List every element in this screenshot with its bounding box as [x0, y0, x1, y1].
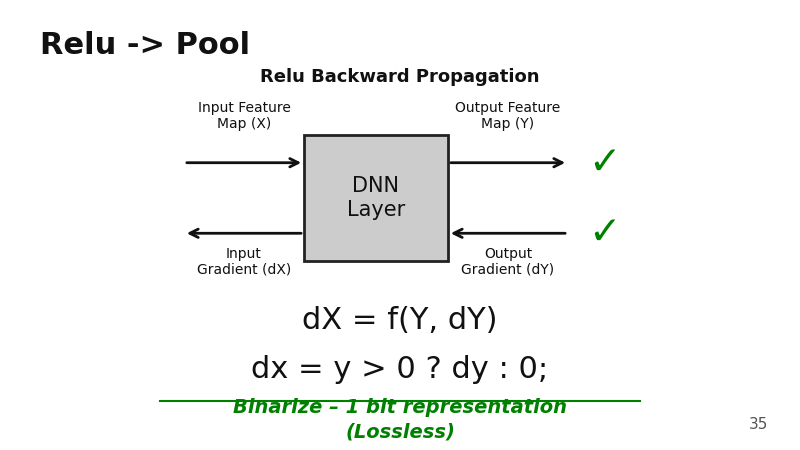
Text: Output
Gradient (dY): Output Gradient (dY) [462, 247, 554, 277]
Text: Input
Gradient (dX): Input Gradient (dX) [197, 247, 291, 277]
Text: dx = y > 0 ? dy : 0;: dx = y > 0 ? dy : 0; [251, 356, 549, 384]
Text: Relu Backward Propagation: Relu Backward Propagation [260, 68, 540, 86]
Text: Output Feature
Map (Y): Output Feature Map (Y) [455, 101, 561, 131]
Text: ✓: ✓ [588, 214, 621, 252]
Text: DNN
Layer: DNN Layer [347, 176, 405, 220]
Text: (Lossless): (Lossless) [345, 422, 455, 441]
Text: Binarize – 1 bit representation: Binarize – 1 bit representation [233, 398, 567, 417]
FancyBboxPatch shape [304, 135, 448, 261]
Text: Relu -> Pool: Relu -> Pool [40, 32, 250, 60]
Text: 35: 35 [749, 417, 768, 432]
Text: ✓: ✓ [588, 144, 621, 182]
Text: dX = f(Y, dY): dX = f(Y, dY) [302, 306, 498, 335]
Text: Input Feature
Map (X): Input Feature Map (X) [198, 101, 290, 131]
